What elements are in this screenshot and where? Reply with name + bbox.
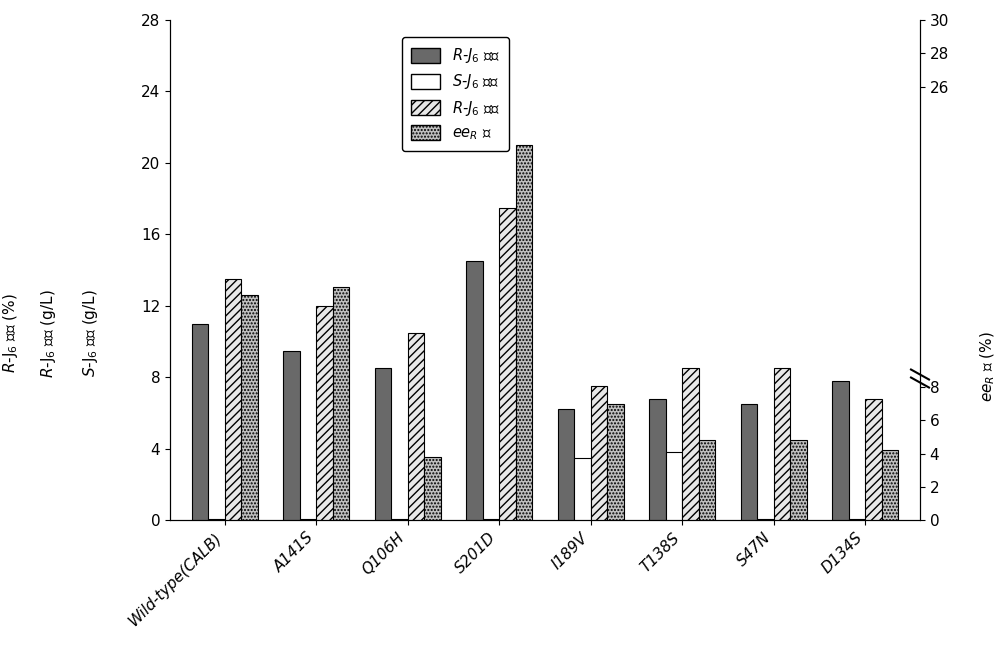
Bar [666,452,682,520]
Bar [607,404,624,520]
Bar [865,399,882,520]
Bar [574,458,591,520]
Bar [558,410,574,520]
Legend: $R$-J$_6$ 产量, $S$-J$_6$ 产量, $R$-J$_6$ 产率, $ee_R$ 値: $R$-J$_6$ 产量, $S$-J$_6$ 产量, $R$-J$_6$ 产率… [402,37,509,151]
Bar [682,368,699,520]
Bar [192,323,208,520]
Bar [424,457,441,520]
Bar [241,295,258,520]
Bar [466,261,483,520]
Bar [408,333,424,520]
Bar [375,368,391,520]
Text: $R$-J$_6$ 产量 (g/L): $R$-J$_6$ 产量 (g/L) [38,289,58,378]
Bar [790,440,807,520]
Bar [225,279,241,520]
Bar [649,399,666,520]
Bar [283,351,300,520]
Text: $ee_R$ 値 (%): $ee_R$ 値 (%) [979,331,997,402]
Bar [516,145,532,520]
Bar [774,368,790,520]
Text: $S$-J$_6$ 产量 (g/L): $S$-J$_6$ 产量 (g/L) [80,289,100,378]
Bar [741,404,757,520]
Bar [699,440,715,520]
Bar [832,381,849,520]
Bar [316,306,333,520]
Text: $R$-J$_6$ 产率 (%): $R$-J$_6$ 产率 (%) [0,293,20,374]
Bar [333,287,349,520]
Bar [882,450,898,520]
Bar [499,207,516,520]
Bar [591,386,607,520]
